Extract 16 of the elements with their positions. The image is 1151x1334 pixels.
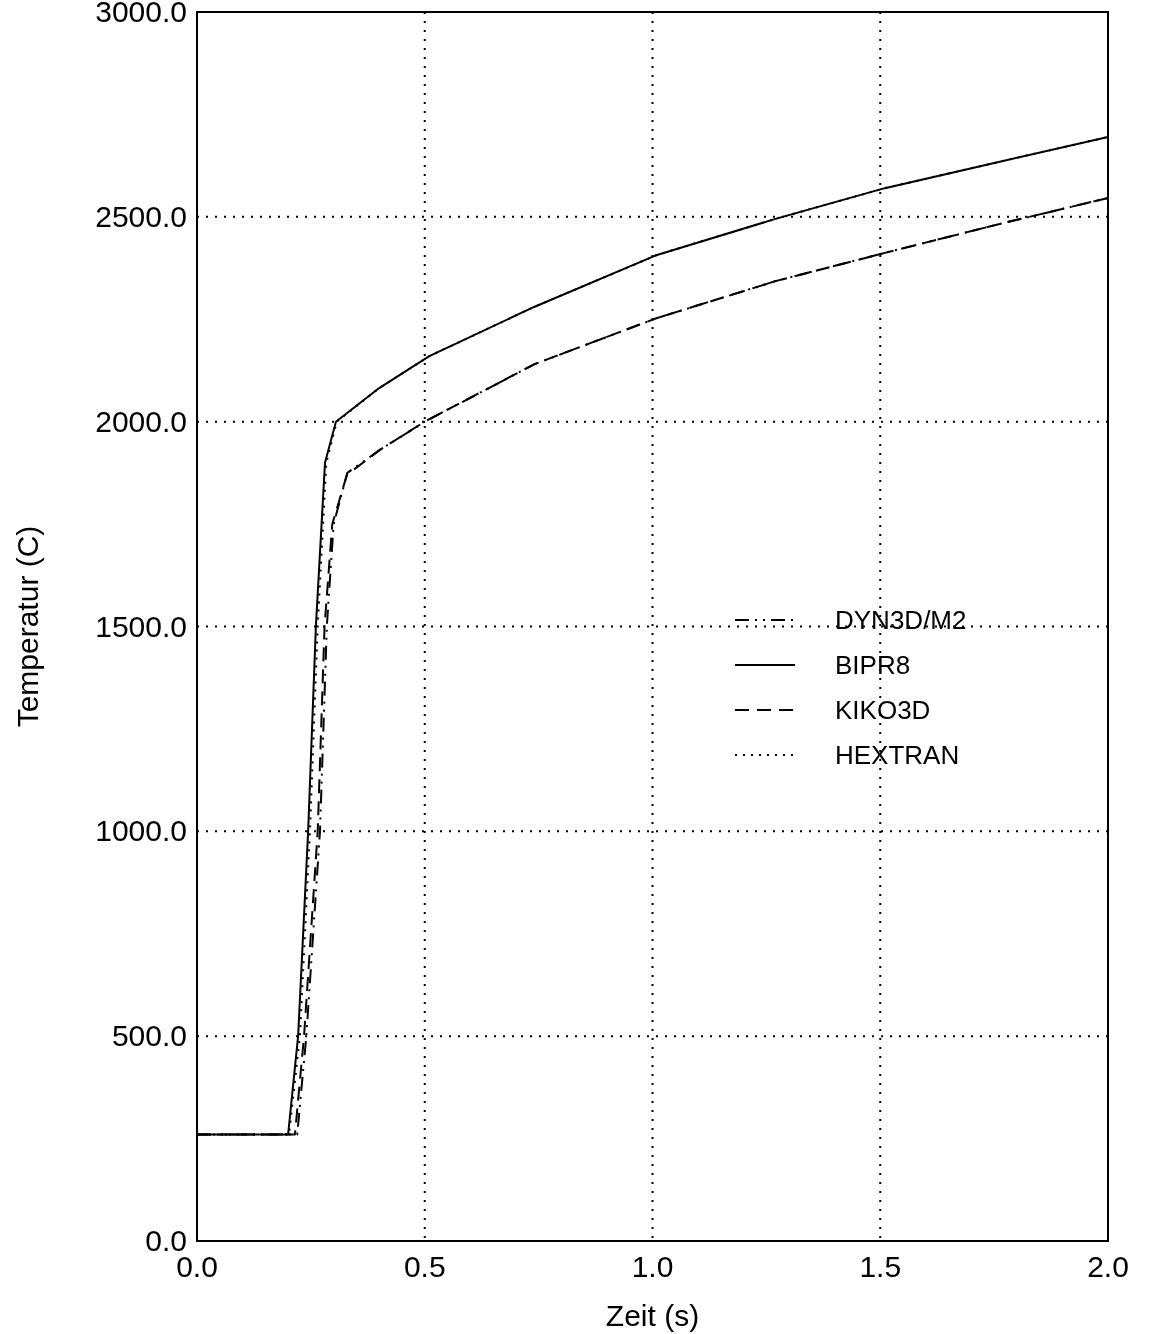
x-tick-label: 2.0	[1087, 1250, 1129, 1283]
legend-label: KIKO3D	[835, 695, 931, 725]
y-tick-label: 1000.0	[95, 814, 187, 848]
x-tick-label: 0.5	[403, 1250, 446, 1283]
legend-label: DYN3D/M2	[835, 605, 967, 635]
y-tick-label: 2000.0	[95, 404, 187, 438]
y-tick-label: 2500.0	[95, 199, 187, 233]
legend-label: BIPR8	[835, 650, 911, 680]
y-tick-label: 1500.0	[95, 609, 187, 643]
legend-label: HEXTRAN	[835, 740, 960, 770]
y-axis-title: Temperatur (C)	[11, 525, 44, 728]
x-tick-label: 1.5	[859, 1250, 902, 1283]
x-tick-label: 1.0	[631, 1250, 674, 1283]
x-axis-title: Zeit (s)	[605, 1299, 700, 1332]
y-tick-label: 500.0	[111, 1019, 187, 1053]
y-tick-label: 3000.0	[95, 0, 187, 28]
